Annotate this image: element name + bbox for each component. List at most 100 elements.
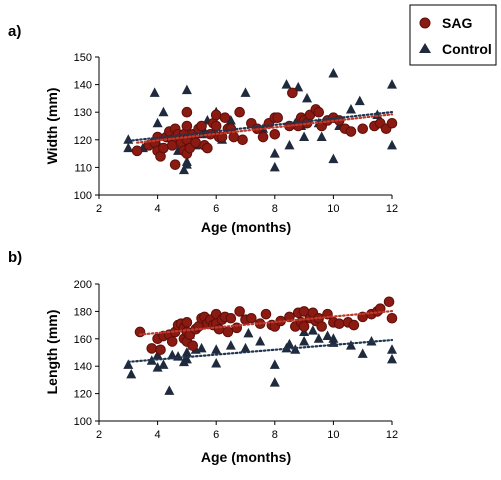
panel-a-sag-point	[345, 126, 357, 137]
panel-a-sag-point	[287, 87, 298, 99]
panel-b-sag-point	[333, 318, 345, 330]
panel-a-control-point	[181, 159, 192, 169]
panel-b-control-point	[240, 342, 251, 353]
panel-a-sag-point	[181, 120, 193, 132]
panel-b-control-point	[126, 368, 137, 379]
panel-a-sag-point	[196, 120, 207, 132]
panel-b-control-point	[357, 348, 368, 358]
panel-a-xtick-label: 12	[386, 203, 398, 215]
panel-b-control-point	[269, 377, 280, 387]
panel-a-control-trendline	[127, 110, 394, 142]
panel-a-control-point	[345, 103, 356, 114]
panel-b-control-point	[211, 344, 222, 354]
panel-a-control-point	[281, 79, 292, 89]
panel-a-control-point	[178, 164, 189, 175]
panel-b-control-point	[152, 362, 163, 372]
panel-a-sag-point	[357, 123, 369, 135]
panel-a: a) Width (mm) Age (months) 1001101201301…	[8, 23, 398, 235]
legend-sag-marker	[419, 17, 431, 29]
panel-a-xlabel: Age (months)	[201, 219, 291, 235]
panel-a-control-point	[284, 139, 295, 150]
legend-control-label: Control	[442, 41, 492, 57]
panel-a-control-point	[269, 148, 280, 158]
panel-a-ytick-label: 150	[74, 52, 92, 64]
panel-a-sag-point	[237, 134, 248, 146]
panel-b-sag-point	[260, 308, 272, 320]
panel-a-ytick-label: 100	[74, 190, 92, 202]
panel-b-control-point	[181, 347, 192, 357]
panel-a-control-point	[387, 79, 397, 89]
panel-a-control-point	[299, 131, 310, 142]
panel-b-control-point	[387, 353, 397, 364]
panel-b-control-point	[299, 336, 310, 346]
panel-a-ytick-label: 120	[74, 135, 92, 147]
panel-a-ytick-label: 140	[74, 80, 92, 92]
legend-control-marker	[419, 43, 431, 53]
panel-b-sag-point	[187, 340, 199, 351]
panel-b: b) Length (mm) Age (months) 100 120 140 160…	[8, 249, 398, 465]
panel-b-control-point	[167, 349, 178, 360]
panel-b-sag-point	[284, 311, 295, 323]
panel-a-sag-point	[181, 106, 193, 118]
panel-b-sag-trendline	[138, 310, 394, 336]
panel-a-control-point	[181, 84, 192, 95]
panel-b-control-point	[123, 359, 134, 369]
panel-b-control-point	[181, 353, 192, 364]
panel-a-sag-point	[190, 137, 201, 148]
panel-a-plot: 100 110 120 130 140 150 2 4 6 8 10 12	[74, 52, 398, 215]
panel-b-control-point	[284, 338, 295, 349]
panel-a-control-point	[149, 87, 160, 97]
panel-a-ytick-label: 130	[74, 107, 92, 119]
panel-a-xtick-label: 10	[327, 203, 339, 215]
panel-b-sag-point	[146, 343, 158, 354]
panel-a-control-point	[328, 153, 339, 164]
panel-b-control-point	[225, 340, 236, 350]
panel-a-control-point	[269, 161, 280, 172]
panel-b-sag-point	[298, 321, 310, 332]
panel-a-sag-point	[202, 142, 213, 154]
panel-a-sag-point	[234, 106, 245, 118]
panel-b-xtick-label: 10	[327, 429, 339, 441]
panel-b-sag-point	[213, 323, 225, 335]
panel-b-control-point	[158, 359, 169, 369]
panel-b-ytick-label: 140	[74, 361, 92, 373]
panel-b-control-point	[345, 340, 356, 350]
panel-a-label: a)	[8, 23, 21, 40]
panel-a-control-point	[328, 68, 339, 78]
panel-b-control-point	[152, 349, 163, 360]
panel-a-sag-point	[166, 140, 178, 151]
panel-a-sag-point	[210, 109, 222, 121]
panel-b-sag-point	[386, 312, 398, 324]
panel-b-ytick-label: 120	[74, 389, 92, 401]
panel-a-sag-point	[158, 142, 169, 154]
panel-b-control-point	[243, 327, 254, 338]
panel-a-control-point	[387, 139, 397, 150]
panel-a-control-point	[123, 134, 134, 144]
panel-b-ytick-label: 180	[74, 306, 92, 318]
panel-a-control-point	[152, 117, 163, 128]
panel-b-control-point	[211, 357, 222, 368]
panel-b-sag-point	[225, 312, 237, 324]
legend: SAG Control	[409, 4, 497, 66]
panel-b-label: b)	[8, 249, 22, 266]
panel-b-xtick-label: 12	[386, 429, 398, 441]
panel-b-ytick-label: 160	[74, 334, 92, 346]
panel-a-sag-point	[386, 117, 398, 129]
panel-a-control-point	[316, 131, 327, 142]
panel-a-control-point	[354, 95, 365, 106]
panel-b-xtick-label: 4	[155, 429, 161, 441]
panel-b-control-point	[269, 359, 280, 369]
panel-b-sag-point	[166, 336, 178, 347]
panel-b-control-trendline	[127, 338, 394, 364]
panel-a-control-point	[123, 142, 134, 153]
panel-a-sag-point	[131, 145, 143, 157]
panel-b-sag-point	[181, 317, 193, 328]
panel-b-sag-point	[348, 319, 360, 331]
panel-a-sag-trendline	[135, 113, 394, 144]
panel-a-xtick-label: 6	[213, 203, 219, 215]
panel-a-sag-point	[269, 128, 281, 140]
panel-b-xlabel: Age (months)	[201, 449, 291, 465]
panel-a-sag-point	[210, 120, 222, 132]
panel-a-xtick-label: 8	[272, 203, 278, 215]
